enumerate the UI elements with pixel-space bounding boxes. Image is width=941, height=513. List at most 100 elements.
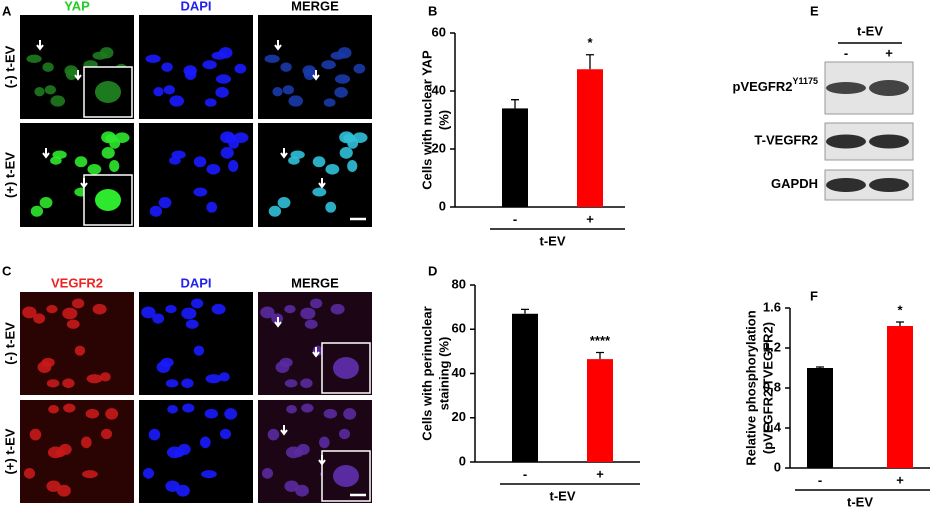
x-tick-label: + <box>896 472 904 487</box>
micrograph <box>20 292 134 395</box>
nucleus <box>284 379 298 388</box>
nucleus <box>101 147 115 159</box>
error-bar <box>586 54 594 70</box>
arrow <box>274 317 282 328</box>
nucleus <box>347 160 358 172</box>
nucleus <box>34 87 45 97</box>
y-axis-label: staining (%) <box>436 337 451 411</box>
x-tick-label: - <box>818 472 822 487</box>
nucleus <box>87 163 102 175</box>
nucleus <box>268 205 282 217</box>
nucleus <box>158 196 172 209</box>
panel-letter: E <box>810 3 819 18</box>
arrow <box>274 40 282 51</box>
nucleus <box>267 428 280 441</box>
y-tick-label: 1.6 <box>763 299 781 314</box>
y-tick-label: 0 <box>439 198 446 213</box>
nucleus <box>228 137 240 149</box>
nucleus <box>284 305 296 314</box>
nucleus <box>62 307 78 320</box>
x-axis-label: t-EV <box>550 488 576 503</box>
nucleus <box>288 95 304 107</box>
row-label: (-) t-EV <box>2 45 17 88</box>
nucleus <box>218 372 230 382</box>
nucleus <box>165 480 180 492</box>
nucleus <box>215 74 232 84</box>
nucleus <box>165 305 177 314</box>
nucleus <box>234 63 247 74</box>
nucleus <box>44 85 56 95</box>
inset-cell <box>95 81 121 103</box>
nucleus <box>66 319 80 329</box>
nucleus <box>330 51 346 60</box>
nucleus <box>46 379 60 388</box>
nucleus <box>304 319 318 329</box>
arrow <box>318 455 326 466</box>
nucleus <box>301 403 314 413</box>
nucleus <box>148 428 161 441</box>
panel-letter: D <box>428 263 437 278</box>
blot-label-text: pVEGFR2 <box>733 79 793 94</box>
nucleus <box>206 201 218 213</box>
row-label: (-) t-EV <box>2 322 17 365</box>
error-bar <box>596 351 604 360</box>
nucleus <box>57 484 71 497</box>
nucleus <box>185 319 199 329</box>
nucleus <box>286 405 297 414</box>
column-label: MERGE <box>291 0 339 13</box>
inset-cell <box>333 357 359 379</box>
nucleus <box>160 357 174 368</box>
nucleus <box>191 298 204 309</box>
nucleus <box>100 428 113 440</box>
nucleus <box>46 480 61 492</box>
x-axis-label: t-EV <box>847 494 873 509</box>
arrow <box>74 70 82 81</box>
y-axis-label: Cells with perinuclear <box>419 306 434 440</box>
inset-cell <box>95 189 121 211</box>
nucleus <box>81 436 92 449</box>
nucleus <box>163 85 175 95</box>
nucleus <box>39 196 53 209</box>
nucleus <box>272 87 283 97</box>
nucleus <box>167 405 178 414</box>
nucleus <box>142 468 155 479</box>
x-tick-label: - <box>513 211 517 226</box>
nucleus <box>224 408 238 420</box>
nucleus <box>33 313 46 324</box>
nucleus <box>181 378 194 389</box>
y-tick-label: 0.8 <box>763 379 781 394</box>
significance: **** <box>590 333 611 348</box>
nucleus <box>141 306 156 319</box>
nucleus <box>82 470 98 479</box>
blot-label-text: T-VEGFR2 <box>754 133 818 148</box>
y-tick-label: 0 <box>774 459 781 474</box>
nucleus <box>74 156 88 168</box>
nucleus <box>30 205 44 217</box>
nucleus <box>284 480 299 492</box>
blot-label-sup: Y1175 <box>792 76 818 86</box>
y-tick-label: 1.2 <box>763 339 781 354</box>
nucleus <box>29 428 42 441</box>
bar <box>587 359 613 462</box>
nucleus <box>109 137 121 149</box>
nucleus <box>293 448 304 458</box>
arrow <box>42 148 50 159</box>
nucleus <box>264 54 280 64</box>
y-tick-label: 60 <box>432 24 446 39</box>
significance: * <box>587 35 593 50</box>
error-bar <box>816 366 824 368</box>
nucleus <box>312 187 327 197</box>
nucleus <box>323 98 336 107</box>
column-label: VEGFR2 <box>51 275 103 290</box>
nucleus <box>46 305 58 314</box>
nucleus <box>300 378 313 389</box>
error-bar <box>896 321 904 326</box>
y-tick-label: 20 <box>452 409 466 424</box>
blot-label: T-VEGFR2 <box>754 133 818 148</box>
nucleus <box>220 147 234 159</box>
nucleus <box>92 303 107 315</box>
nucleus <box>295 484 309 497</box>
nucleus <box>261 468 274 479</box>
nucleus <box>149 205 163 217</box>
nucleus <box>302 65 316 76</box>
